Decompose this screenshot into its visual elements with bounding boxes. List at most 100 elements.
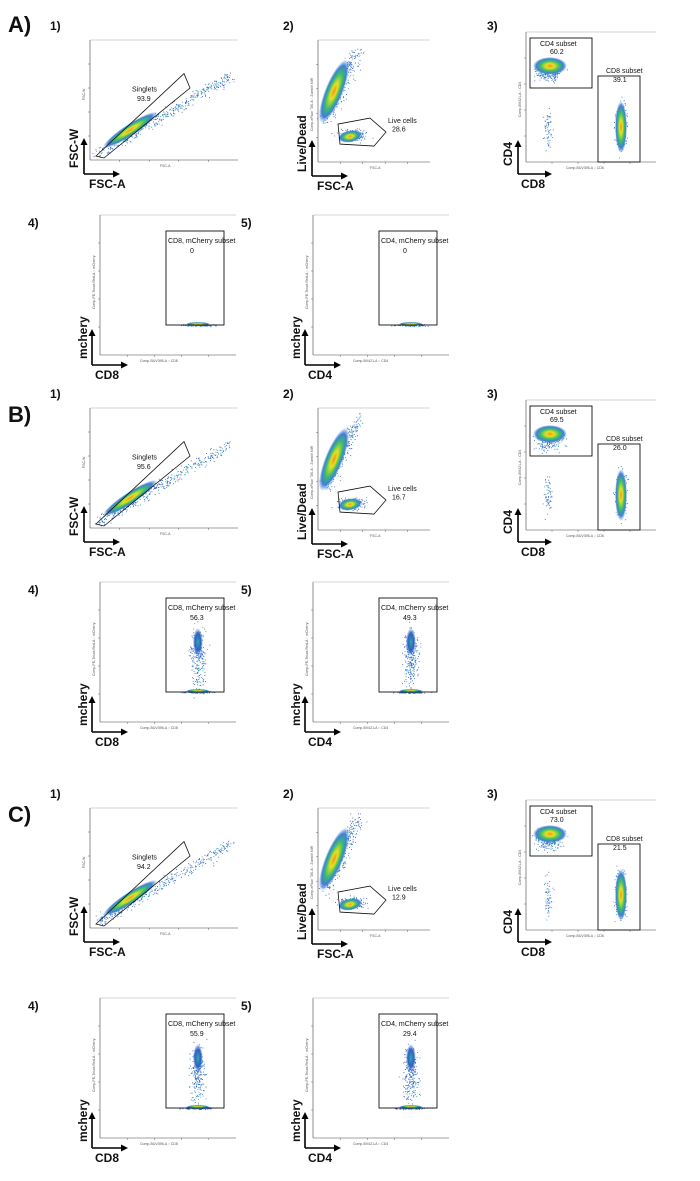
panel-number: 4): [28, 216, 39, 230]
singlets-density: [102, 111, 158, 149]
event-dot: [625, 143, 627, 145]
event-dot: [211, 85, 213, 87]
event-dot: [196, 661, 198, 662]
event-dot: [545, 479, 546, 480]
y-arrow-head: [301, 329, 309, 336]
event-dot: [555, 74, 556, 76]
event-dot: [193, 94, 195, 96]
event-dot: [224, 73, 226, 75]
event-dot: [550, 121, 552, 123]
event-dot: [337, 473, 338, 475]
event-dot: [353, 830, 355, 832]
event-dot: [178, 875, 180, 877]
event-dot: [551, 75, 553, 76]
event-dot: [347, 427, 348, 429]
event-dot: [99, 920, 101, 922]
event-dot: [222, 451, 224, 452]
event-dot: [410, 665, 412, 667]
x-axis-tiny-label: Comp-BV421-A :: CD4: [353, 359, 388, 363]
event-dot: [170, 114, 172, 115]
event-dot: [175, 108, 177, 110]
event-dot: [540, 841, 542, 843]
event-dot: [402, 692, 404, 694]
event-dot: [175, 880, 176, 882]
event-dot: [211, 455, 212, 457]
event-dot: [223, 77, 225, 79]
event-dot: [554, 844, 555, 845]
event-dot: [418, 326, 420, 328]
event-dot: [351, 431, 353, 433]
event-dot: [352, 431, 354, 433]
event-dot: [350, 439, 352, 440]
event-dot: [548, 501, 550, 503]
event-dot: [339, 875, 340, 877]
y-axis-label: CD4: [501, 142, 515, 166]
event-dot: [200, 462, 202, 464]
event-dot: [540, 445, 542, 447]
event-dot: [349, 437, 351, 439]
event-dot: [203, 89, 205, 91]
event-dot: [358, 62, 360, 64]
event-dot: [192, 99, 194, 101]
event-dot: [101, 513, 102, 515]
event-dot: [191, 647, 193, 649]
event-dot: [551, 496, 553, 498]
event-dot: [411, 627, 412, 629]
event-dot: [215, 454, 217, 456]
event-dot: [362, 137, 363, 139]
event-dot: [349, 820, 351, 822]
event-dot: [178, 111, 180, 113]
event-dot: [550, 491, 551, 493]
event-dot: [411, 680, 413, 682]
event-dot: [145, 497, 147, 499]
event-dot: [548, 144, 550, 146]
event-dot: [104, 923, 106, 925]
event-dot: [118, 912, 120, 913]
event-dot: [545, 843, 546, 845]
event-dot: [195, 90, 197, 91]
cd8-gate-label: CD8 subset: [606, 436, 643, 443]
event-dot: [411, 664, 412, 665]
gate-value: 28.6: [392, 127, 406, 134]
event-dot: [552, 75, 554, 77]
event-dot: [192, 97, 194, 98]
event-dot: [157, 484, 159, 486]
event-dot: [549, 507, 551, 509]
event-dot: [194, 656, 196, 658]
event-dot: [557, 443, 559, 445]
event-dot: [178, 105, 179, 107]
event-dot: [420, 693, 422, 694]
event-dot: [353, 78, 355, 80]
event-dot: [353, 425, 355, 427]
event-dot: [177, 475, 179, 476]
event-dot: [356, 825, 358, 827]
event-dot: [365, 902, 367, 904]
event-dot: [614, 126, 615, 128]
event-dot: [546, 496, 548, 498]
event-dot: [362, 422, 364, 424]
event-dot: [625, 110, 627, 111]
gate-label: Singlets: [132, 855, 157, 862]
event-dot: [190, 658, 192, 660]
event-dot: [548, 136, 549, 138]
event-dot: [113, 515, 115, 516]
event-dot: [335, 114, 336, 116]
event-dot: [166, 884, 167, 886]
event-dot: [102, 148, 104, 150]
event-dot: [122, 508, 124, 510]
event-dot: [332, 114, 334, 115]
event-dot: [179, 873, 181, 875]
event-dot: [202, 653, 203, 655]
event-dot: [221, 847, 223, 849]
event-dot: [351, 63, 353, 65]
event-dot: [548, 482, 550, 484]
event-dot: [215, 80, 217, 82]
event-dot: [349, 64, 350, 66]
event-dot: [406, 655, 407, 657]
event-dot: [357, 821, 359, 822]
event-dot: [197, 91, 199, 93]
event-dot: [547, 852, 548, 854]
